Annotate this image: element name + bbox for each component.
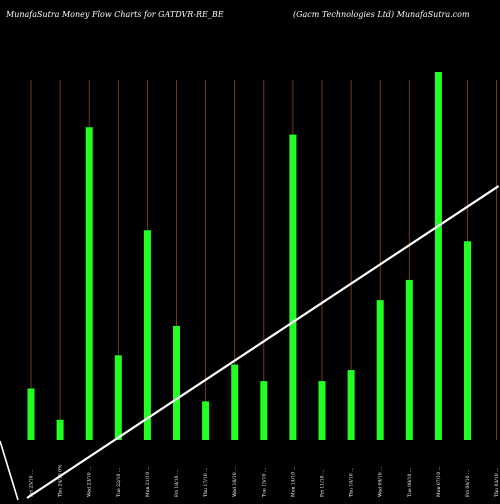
x-tick-label: Wed 23/10 ... (87, 466, 93, 497)
x-tick-labels: Fri 25/10 ... Thu 24/10 0% Wed 23/10 ... Tu… (29, 464, 500, 497)
trend-line-secondary (0, 441, 18, 500)
x-tick-label: Mon 14/10 ... (290, 465, 296, 497)
bar (57, 420, 64, 440)
x-tick-label: Mon 21/10 ... (145, 465, 151, 497)
x-tick-label: Mon 07/10 ... (436, 465, 442, 497)
x-tick-label: Thu 03/10 ... (494, 467, 500, 497)
bar (202, 401, 209, 440)
bar (28, 388, 35, 440)
bar (86, 127, 93, 440)
chart-subtitle: (Gacm Technologies Ltd) MunafaSutra.com (293, 10, 470, 19)
bar (377, 300, 384, 440)
bar (231, 365, 238, 440)
bar (144, 230, 151, 440)
bar (289, 135, 296, 440)
x-tick-label: Fri 25/10 ... (29, 469, 35, 497)
x-tick-label: Thu 17/10 ... (203, 467, 209, 497)
bar (115, 355, 122, 440)
x-tick-label: Fri 04/10 ... (465, 469, 471, 497)
x-tick-label: Fri 11/10 ... (320, 469, 326, 497)
bar (464, 241, 471, 440)
bar (319, 381, 326, 440)
x-tick-label: Thu 24/10 0% (58, 464, 64, 497)
bar (406, 280, 413, 440)
x-tick-label: Wed 09/10 ... (378, 466, 384, 497)
x-tick-label: Tue 22/10 ... (116, 467, 122, 497)
x-tick-label: Fri 18/10 ... (174, 469, 180, 497)
x-tick-label: Tue 08/10 ... (407, 467, 413, 497)
x-tick-label: Tue 15/10 ... (261, 467, 267, 497)
trend-line (27, 186, 499, 498)
bars (28, 72, 472, 440)
bar (260, 381, 267, 440)
x-tick-label: Thu 10/10 ... (349, 467, 355, 497)
trend-lines (0, 186, 499, 500)
chart-title: MunafaSutra Money Flow Charts for GATDVR… (6, 10, 224, 19)
bar (173, 326, 180, 440)
bar (348, 370, 355, 440)
bar (435, 72, 442, 440)
x-tick-label: Wed 16/10 ... (232, 466, 238, 497)
